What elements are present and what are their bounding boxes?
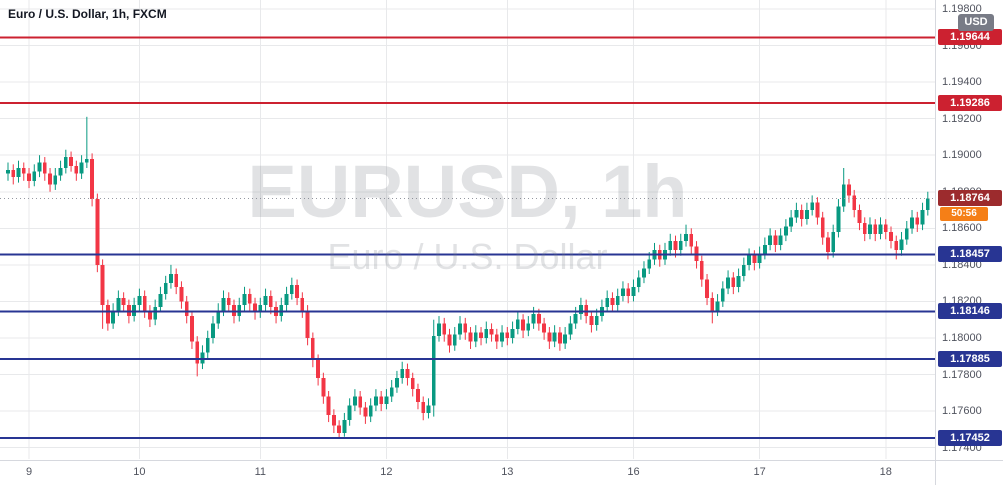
gridlines — [0, 0, 935, 459]
time-tick-label: 13 — [501, 466, 514, 478]
price-tick-label: 1.18000 — [942, 331, 982, 344]
bar-countdown-badge: 50:56 — [940, 207, 988, 222]
time-tick-label: 17 — [753, 466, 766, 478]
currency-toggle-button[interactable]: USD — [958, 14, 994, 31]
level-price-badge-resistance: 1.19644 — [938, 29, 1002, 46]
last-price-badge: 1.18764 — [938, 190, 1002, 207]
time-axis[interactable]: 9 10 11 12 13 16 17 18 — [0, 460, 935, 485]
level-price-badge-support: 1.17452 — [938, 430, 1002, 447]
time-tick-label: 16 — [627, 466, 640, 478]
level-price-badge-support: 1.18146 — [938, 303, 1002, 320]
level-price-badge-resistance: 1.19286 — [938, 94, 1002, 111]
candles — [6, 116, 930, 439]
price-tick-label: 1.19000 — [942, 149, 982, 162]
time-tick-label: 18 — [879, 466, 892, 478]
level-price-badge-support: 1.17885 — [938, 351, 1002, 367]
level-price-badge-support: 1.18457 — [938, 246, 1002, 263]
price-tick-label: 1.19800 — [942, 2, 982, 15]
time-tick-label: 12 — [380, 466, 393, 478]
price-tick-label: 1.19200 — [942, 112, 982, 125]
symbol-legend[interactable]: Euro / U.S. Dollar, 1h, FXCM — [8, 7, 167, 21]
time-tick-label: 11 — [254, 466, 266, 478]
price-tick-label: 1.17800 — [942, 368, 982, 381]
price-tick-label: 1.17600 — [942, 405, 982, 418]
chart-plot-area[interactable]: EURUSD, 1h Euro / U.S. Dollar Euro / U.S… — [0, 0, 935, 459]
candlestick-chart[interactable] — [0, 0, 935, 459]
time-tick-label: 9 — [25, 466, 33, 478]
price-axis[interactable]: 1.198001.196001.194001.192001.190001.188… — [935, 0, 1003, 460]
time-tick-label: 10 — [133, 466, 146, 478]
axis-corner — [935, 460, 1003, 485]
price-tick-label: 1.18600 — [942, 222, 982, 235]
price-tick-label: 1.19400 — [942, 76, 982, 89]
